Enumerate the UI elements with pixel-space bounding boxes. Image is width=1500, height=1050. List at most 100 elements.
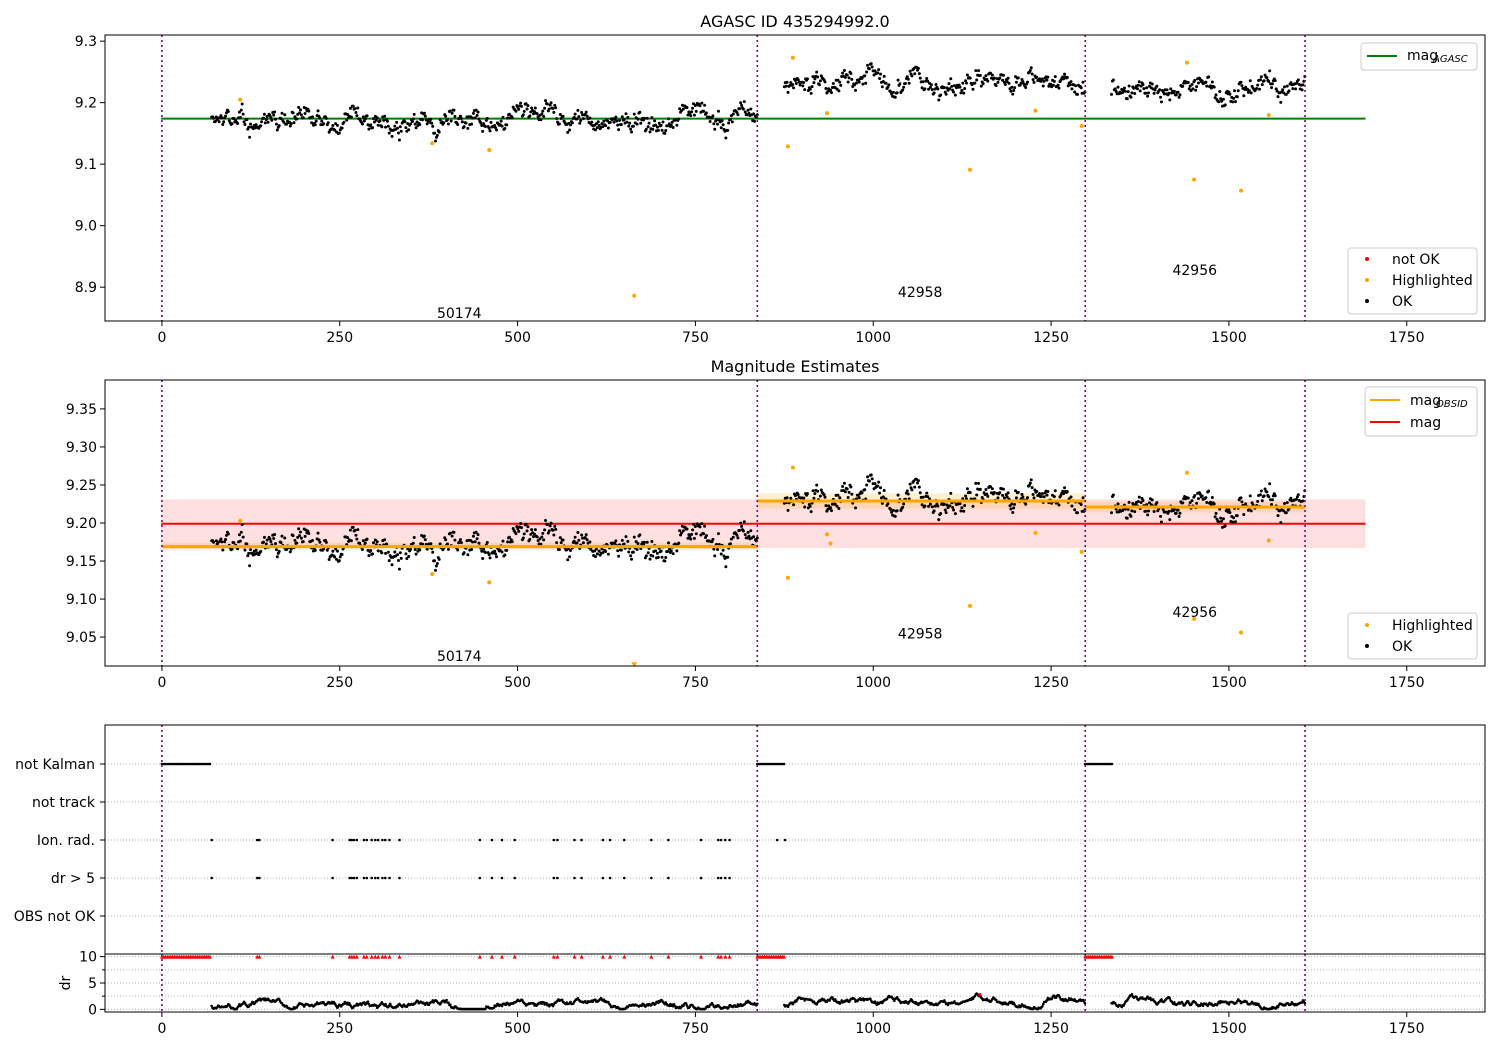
ok-point <box>893 95 897 99</box>
ok-point <box>238 115 242 119</box>
dr-clipped-marker <box>369 954 374 959</box>
ok-point <box>635 548 639 552</box>
ok-point <box>822 493 826 497</box>
ok-point <box>577 115 581 119</box>
ok-point <box>726 128 730 132</box>
ok-point <box>644 554 648 558</box>
dr-clipped-marker <box>649 954 654 959</box>
ok-point <box>1068 83 1072 87</box>
ok-point <box>548 524 552 528</box>
ok-point <box>703 524 707 528</box>
ok-point <box>1122 86 1126 90</box>
dr-point <box>495 1004 498 1008</box>
ok-point <box>726 555 730 559</box>
ok-point <box>396 559 400 563</box>
dr-clipped-marker <box>579 954 584 959</box>
ok-point <box>396 131 400 135</box>
ok-point <box>865 70 869 74</box>
dr-point <box>1160 998 1163 1001</box>
dr-clipped-marker <box>608 954 613 959</box>
y-tick-label: 9.1 <box>75 157 97 173</box>
ok-point <box>430 121 434 125</box>
ok-point <box>1130 91 1134 95</box>
ok-point <box>793 78 797 82</box>
ok-point <box>857 80 861 84</box>
ok-point <box>812 81 816 85</box>
ok-point <box>958 85 962 89</box>
legend-label: OK <box>1392 639 1413 655</box>
dr-clipped-marker <box>477 954 482 959</box>
ok-point <box>981 82 985 86</box>
ok-point <box>299 113 303 117</box>
flag-point-not-kalman <box>773 762 777 766</box>
ok-point <box>346 112 350 116</box>
ok-point <box>824 504 828 508</box>
ok-point <box>901 88 905 92</box>
ok-point <box>597 123 601 127</box>
legend-label: mag <box>1407 48 1438 64</box>
flag-point-dr-gt-5 <box>352 876 356 880</box>
dr-point <box>1181 1002 1185 1005</box>
ok-point <box>425 122 429 126</box>
ok-point <box>212 116 216 120</box>
ok-point <box>975 78 979 82</box>
ok-point <box>494 126 498 130</box>
ok-point <box>595 126 599 130</box>
ok-point <box>435 562 439 566</box>
ok-point <box>617 128 621 132</box>
ok-point <box>393 124 397 128</box>
ok-point <box>483 124 487 128</box>
ok-point <box>1259 489 1263 493</box>
highlighted-point <box>430 141 435 146</box>
ok-point <box>540 112 544 116</box>
ok-point <box>542 538 546 542</box>
ok-point <box>412 112 416 116</box>
flag-point-dr-gt-5 <box>362 876 366 880</box>
ok-point <box>317 538 321 542</box>
ok-point <box>741 529 745 533</box>
ok-point <box>242 120 246 124</box>
ok-point <box>849 72 853 76</box>
ok-point <box>514 109 518 113</box>
ok-point <box>552 533 556 537</box>
ok-point <box>965 73 969 77</box>
ok-point <box>410 120 414 124</box>
ok-point <box>464 121 468 125</box>
ok-point <box>1228 511 1232 515</box>
flag-point-ion-rad <box>580 838 583 842</box>
ok-point <box>1073 90 1077 94</box>
flag-point-dr-gt-5 <box>365 876 369 880</box>
ok-point <box>260 120 264 124</box>
ok-point <box>266 120 270 124</box>
ok-point <box>505 548 509 552</box>
x-tick-label: 1500 <box>1211 330 1247 346</box>
ok-point <box>221 122 225 126</box>
y-tick-label: 10 <box>79 950 97 966</box>
ok-point <box>1256 499 1260 503</box>
dr-clipped-marker <box>716 954 721 959</box>
ok-point <box>950 84 954 88</box>
ok-point <box>1133 510 1137 514</box>
ok-point <box>1223 103 1227 107</box>
flag-point-not-kalman <box>766 762 770 766</box>
flag-point-dr-gt-5 <box>348 876 352 880</box>
ok-point <box>1178 93 1182 97</box>
ok-point <box>1125 516 1129 520</box>
ok-point <box>973 81 977 85</box>
ok-point <box>542 114 546 118</box>
ok-point <box>405 556 409 560</box>
ok-point <box>1232 96 1236 100</box>
ok-point <box>838 80 842 84</box>
ok-point <box>448 531 452 535</box>
ok-point <box>694 532 698 536</box>
highlighted-point <box>1266 538 1271 543</box>
panel-2-title: Magnitude Estimates <box>711 357 880 376</box>
ok-point <box>335 557 339 561</box>
ok-point <box>691 528 695 532</box>
ok-point <box>654 549 658 553</box>
ok-point <box>1296 78 1300 82</box>
ok-point <box>984 74 988 78</box>
ok-point <box>627 550 631 554</box>
dr-clipped-marker <box>387 954 392 959</box>
ok-point <box>910 488 914 492</box>
